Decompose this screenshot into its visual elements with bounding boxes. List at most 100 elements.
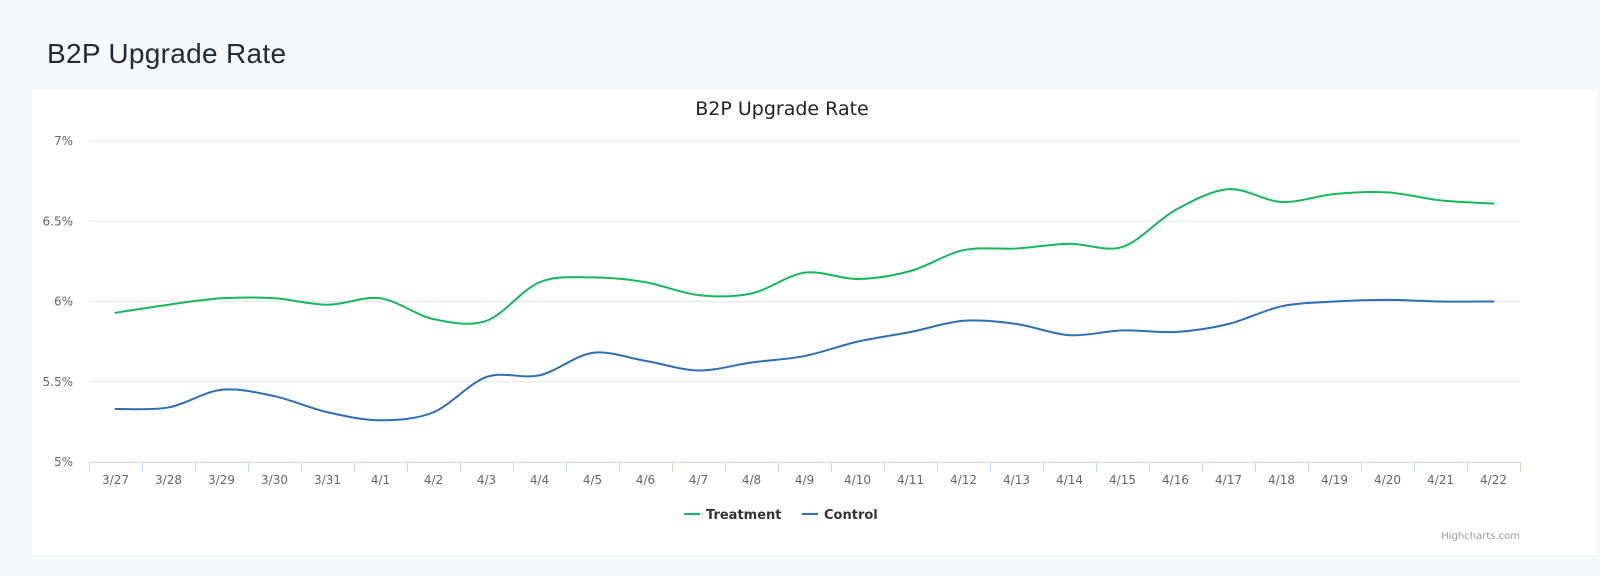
data-point[interactable] [1172, 206, 1180, 214]
y-tick-label: 6% [54, 295, 73, 309]
data-point[interactable] [430, 408, 438, 416]
x-tick-label: 3/31 [314, 473, 341, 487]
chart-title: B2P Upgrade Rate [695, 98, 868, 120]
y-tick-label: 6.5% [43, 214, 74, 228]
data-point[interactable] [1225, 185, 1233, 193]
data-point[interactable] [536, 278, 544, 286]
x-tick-label: 3/29 [208, 473, 235, 487]
data-point[interactable] [1225, 320, 1233, 328]
data-point[interactable] [112, 309, 120, 317]
legend-label: Control [824, 508, 878, 523]
x-tick-label: 4/12 [950, 473, 977, 487]
x-tick-label: 4/15 [1109, 473, 1136, 487]
data-point[interactable] [324, 408, 332, 416]
x-tick-label: 4/11 [897, 473, 924, 487]
data-point[interactable] [1384, 188, 1392, 196]
y-tick-label: 5% [54, 455, 73, 469]
y-tick-label: 7% [54, 134, 73, 148]
x-tick-label: 4/19 [1321, 473, 1348, 487]
data-point[interactable] [1278, 302, 1286, 310]
data-point[interactable] [1384, 296, 1392, 304]
data-point[interactable] [960, 246, 968, 254]
series-group [112, 185, 1498, 424]
x-tick-label: 4/20 [1374, 473, 1401, 487]
x-tick-label: 4/2 [424, 473, 443, 487]
data-point[interactable] [589, 273, 597, 281]
x-tick-label: 4/7 [689, 473, 708, 487]
data-point[interactable] [271, 294, 279, 302]
page-title: B2P Upgrade Rate [47, 38, 287, 69]
data-point[interactable] [854, 275, 862, 283]
data-point[interactable] [112, 405, 120, 413]
data-point[interactable] [218, 294, 226, 302]
data-point[interactable] [483, 373, 491, 381]
data-point[interactable] [907, 267, 915, 275]
data-point[interactable] [165, 301, 173, 309]
x-tick-label: 3/28 [155, 473, 182, 487]
series-control[interactable] [112, 296, 1498, 424]
x-tick-label: 3/27 [102, 473, 129, 487]
chart-card: B2P Upgrade Rate 5% 5.5% 6% 6.5% 7% 3/27 3/28… [32, 89, 1596, 555]
x-tick-label: 4/14 [1056, 473, 1083, 487]
data-point[interactable] [1437, 298, 1445, 306]
data-point[interactable] [430, 315, 438, 323]
legend[interactable]: Treatment Control [684, 508, 878, 523]
series-treatment[interactable] [112, 185, 1498, 325]
data-point[interactable] [642, 357, 650, 365]
data-point[interactable] [1066, 331, 1074, 339]
data-point[interactable] [1278, 198, 1286, 206]
x-tick-label: 4/21 [1427, 473, 1454, 487]
data-point[interactable] [1490, 298, 1498, 306]
x-tick-label: 4/4 [530, 473, 549, 487]
data-point[interactable] [1013, 245, 1021, 253]
x-tick-label: 4/17 [1215, 473, 1242, 487]
x-tick-label: 4/18 [1268, 473, 1295, 487]
legend-label: Treatment [706, 508, 782, 523]
series-line[interactable] [114, 298, 1495, 422]
data-point[interactable] [1331, 298, 1339, 306]
x-axis: 3/27 3/28 3/29 3/30 3/31 4/1 4/2 4/3 4/4 4/5 4/6 4/… [89, 462, 1521, 487]
data-point[interactable] [377, 416, 385, 424]
x-tick-label: 4/3 [477, 473, 496, 487]
data-point[interactable] [1490, 200, 1498, 208]
data-point[interactable] [854, 338, 862, 346]
legend-item-control[interactable]: Control [802, 508, 878, 523]
data-point[interactable] [695, 291, 703, 299]
data-point[interactable] [218, 386, 226, 394]
data-point[interactable] [377, 294, 385, 302]
data-point[interactable] [1066, 240, 1074, 248]
data-point[interactable] [801, 269, 809, 277]
data-point[interactable] [695, 367, 703, 375]
data-point[interactable] [589, 349, 597, 357]
data-point[interactable] [748, 289, 756, 297]
data-point[interactable] [483, 317, 491, 325]
data-point[interactable] [960, 317, 968, 325]
y-axis: 5% 5.5% 6% 6.5% 7% [43, 134, 74, 469]
credits-link[interactable]: Highcharts.com [1441, 531, 1520, 542]
x-tick-label: 4/9 [795, 473, 814, 487]
x-tick-label: 4/16 [1162, 473, 1189, 487]
x-tick-label: 4/10 [844, 473, 871, 487]
data-point[interactable] [907, 328, 915, 336]
x-tick-label: 3/30 [261, 473, 288, 487]
y-tick-label: 5.5% [43, 375, 74, 389]
x-tick-label: 4/6 [636, 473, 655, 487]
data-point[interactable] [1172, 328, 1180, 336]
x-tick-label: 4/8 [742, 473, 761, 487]
data-point[interactable] [1119, 243, 1127, 251]
data-point[interactable] [271, 392, 279, 400]
data-point[interactable] [642, 278, 650, 286]
x-tick-label: 4/13 [1003, 473, 1030, 487]
data-point[interactable] [801, 352, 809, 360]
series-line[interactable] [114, 188, 1495, 325]
data-point[interactable] [748, 358, 756, 366]
data-point[interactable] [1437, 196, 1445, 204]
data-point[interactable] [165, 403, 173, 411]
data-point[interactable] [1013, 320, 1021, 328]
legend-item-treatment[interactable]: Treatment [684, 508, 782, 523]
data-point[interactable] [324, 301, 332, 309]
line-chart: B2P Upgrade Rate 5% 5.5% 6% 6.5% 7% 3/27 3/28… [43, 98, 1521, 542]
data-point[interactable] [536, 371, 544, 379]
data-point[interactable] [1119, 326, 1127, 334]
data-point[interactable] [1331, 190, 1339, 198]
